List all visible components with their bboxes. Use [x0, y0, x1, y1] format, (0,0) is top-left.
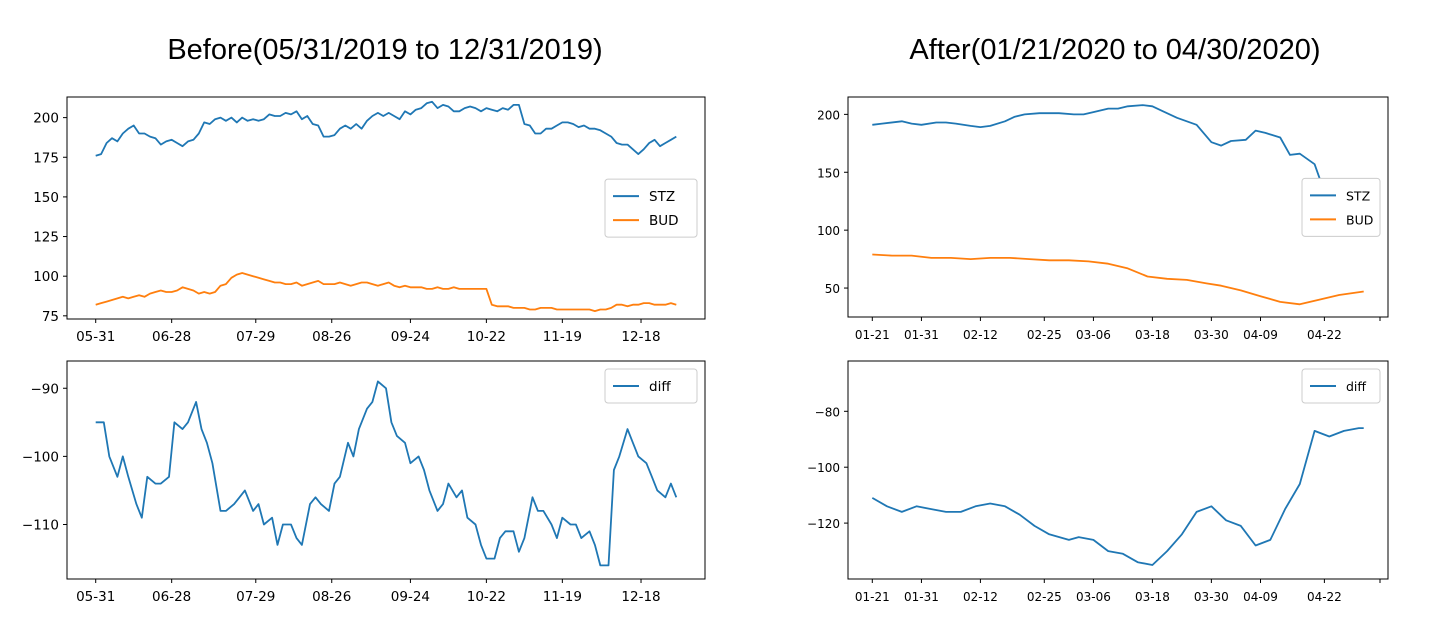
x-tick-label: 03-06	[1076, 328, 1111, 342]
chart-panel-3: 50 100 150 200 01-21 01-31 02-12 02-25 03-06 03-1…	[817, 96, 1389, 342]
legend: diff	[604, 368, 698, 404]
x-tick-label: 11-19	[543, 329, 582, 345]
legend-box	[604, 368, 698, 404]
series-line-diff	[95, 380, 678, 567]
y-tick-label: 200	[817, 108, 840, 122]
x-tick-label: 01-21	[855, 590, 890, 604]
right-title: After(01/21/2020 to 04/30/2020)	[909, 34, 1321, 66]
y-tick-label: 100	[817, 224, 840, 238]
x-tick-label: 03-30	[1194, 328, 1229, 342]
x-tick-label: 06-28	[152, 589, 191, 605]
x-tick-label: 04-22	[1307, 590, 1342, 604]
x-tick-label: 05-31	[76, 589, 115, 605]
y-tick-label: −100	[807, 461, 840, 475]
legend-label: diff	[649, 379, 671, 395]
x-tick-label: 07-29	[236, 329, 275, 345]
x-tick-label: 02-25	[1027, 328, 1062, 342]
x-tick-label: 04-22	[1307, 328, 1342, 342]
legend: STZ BUD	[604, 178, 698, 238]
axes-frame	[66, 96, 706, 320]
x-tick-label: 01-31	[904, 328, 939, 342]
legend-label: BUD	[649, 213, 679, 229]
x-tick-label: 03-18	[1135, 590, 1170, 604]
x-tick-label: 04-09	[1243, 590, 1278, 604]
series-line-stz	[95, 100, 677, 157]
y-tick-label: −120	[807, 517, 840, 531]
y-tick-label: 100	[33, 269, 59, 285]
axes-frame	[847, 96, 1389, 318]
legend: STZ BUD	[1301, 177, 1381, 237]
y-tick-label: 175	[33, 150, 59, 166]
legend-label: STZ	[649, 189, 675, 205]
y-tick-label: −80	[815, 405, 840, 419]
legend-label: BUD	[1346, 212, 1373, 227]
x-tick-label: 03-30	[1194, 590, 1229, 604]
x-tick-label: 02-12	[963, 328, 998, 342]
x-tick-label: 01-31	[904, 590, 939, 604]
x-tick-label: 12-18	[621, 589, 660, 605]
x-tick-label: 03-06	[1076, 590, 1111, 604]
y-tick-label: 125	[33, 230, 59, 246]
y-tick-label: −100	[22, 449, 59, 465]
chart-panel-1: 75 100 125 150 175 200 05-31 06-28 07-29 08-26 09-…	[33, 96, 706, 345]
y-tick-label: 200	[33, 111, 59, 127]
x-tick-label: 08-26	[312, 329, 351, 345]
x-tick-label: 09-24	[391, 329, 430, 345]
x-tick-label: 10-22	[467, 589, 506, 605]
y-tick-label: −90	[31, 381, 60, 397]
chart-panel-4: −120 −100 −80 01-21 01-31 02-12 02-25 03-06 03-1…	[807, 360, 1389, 604]
x-tick-label: 09-24	[391, 589, 430, 605]
x-tick-label: 11-19	[543, 589, 582, 605]
legend-label: diff	[1346, 379, 1366, 394]
axes-frame	[66, 360, 706, 580]
y-tick-label: 50	[825, 282, 840, 296]
x-tick-label: 04-09	[1243, 328, 1278, 342]
series-line-bud	[95, 272, 677, 312]
x-tick-label: 07-29	[236, 589, 275, 605]
series-line-bud	[872, 253, 1364, 306]
x-tick-label: 12-18	[621, 329, 660, 345]
x-tick-label: 02-25	[1027, 590, 1062, 604]
series-line-stz	[872, 104, 1365, 207]
legend-box	[1301, 177, 1381, 237]
legend: diff	[1301, 368, 1381, 404]
chart-panel-2: −110 −100 −90 05-31 06-28 07-29 08-26 09-24 10-2…	[22, 360, 706, 605]
left-title: Before(05/31/2019 to 12/31/2019)	[167, 34, 603, 66]
x-tick-label: 08-26	[312, 589, 351, 605]
legend-label: STZ	[1346, 188, 1370, 203]
x-tick-label: 01-21	[855, 328, 890, 342]
x-tick-label: 10-22	[467, 329, 506, 345]
x-tick-label: 06-28	[152, 329, 191, 345]
x-tick-label: 02-12	[963, 590, 998, 604]
x-tick-label: 03-18	[1135, 328, 1170, 342]
legend-box	[604, 178, 698, 238]
y-tick-label: 150	[33, 190, 59, 206]
y-tick-label: 75	[42, 309, 59, 325]
series-line-diff	[871, 427, 1364, 566]
legend-box	[1301, 368, 1381, 404]
y-tick-label: 150	[817, 166, 840, 180]
x-tick-label: 05-31	[76, 329, 115, 345]
axes-frame	[847, 360, 1389, 580]
y-tick-label: −110	[22, 518, 59, 534]
